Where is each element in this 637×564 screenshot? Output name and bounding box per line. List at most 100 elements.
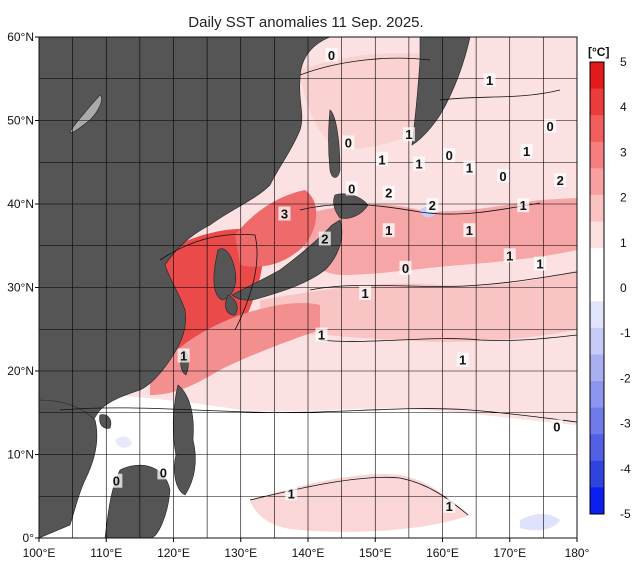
contour-label: 1 xyxy=(523,144,530,159)
contour-line xyxy=(319,334,577,342)
contour-label: 0 xyxy=(402,261,409,276)
lon-tick-label: 130°E xyxy=(224,546,257,560)
contour-label-bg xyxy=(456,352,469,367)
contour-label-bg xyxy=(463,223,476,238)
contour-label: 0 xyxy=(345,136,352,151)
contour-label-bg xyxy=(463,160,476,175)
colorbar-swatch xyxy=(590,115,604,143)
lon-tick-label: 170°E xyxy=(493,546,526,560)
contour-label-bg xyxy=(426,198,439,213)
contour-label: 2 xyxy=(429,198,436,213)
contour-label: 0 xyxy=(546,119,553,134)
contour-label: 0 xyxy=(160,465,167,480)
colorbar-swatch xyxy=(590,194,604,223)
colorbar-swatch xyxy=(590,301,604,329)
contour-label: 2 xyxy=(557,173,564,188)
lat-tick-label: 10°N xyxy=(7,448,34,462)
colorbar-swatch xyxy=(590,248,604,276)
contour-label: 1 xyxy=(288,486,295,501)
contour-label-bg xyxy=(382,185,395,200)
land-kyushu xyxy=(225,294,238,316)
contour-label: 1 xyxy=(362,286,369,301)
map-title: Daily SST anomalies 11 Sep. 2025. xyxy=(188,14,424,31)
contour-label: 1 xyxy=(466,161,473,176)
contour-label: 2 xyxy=(321,232,328,247)
contour-label: 0 xyxy=(113,474,120,489)
contour-label: 0 xyxy=(328,48,335,63)
lon-tick-label: 100°E xyxy=(23,546,56,560)
contour-label-bg xyxy=(517,198,530,213)
south-of-japan-warm xyxy=(150,303,320,395)
contour-label: 0 xyxy=(348,181,355,196)
contour-label: 1 xyxy=(466,223,473,238)
contour-label-bg xyxy=(375,152,388,167)
colorbar-swatch xyxy=(590,221,604,249)
colorbar-swatch xyxy=(590,434,604,462)
colorbar-swatch xyxy=(590,88,604,116)
contour-label: 1 xyxy=(415,156,422,171)
cool-anomaly-south-china-sea xyxy=(115,436,132,448)
contour-label-bg xyxy=(157,465,170,480)
colorbar-tick-label: 5 xyxy=(620,55,627,69)
contour-label-bg xyxy=(520,143,533,158)
lon-tick-label: 120°E xyxy=(157,546,190,560)
contour-label: 0 xyxy=(553,419,560,434)
colorbar-swatch xyxy=(590,381,604,409)
colorbar-swatch xyxy=(590,274,604,302)
contour-label-bg xyxy=(342,135,355,150)
colorbar-frame xyxy=(589,61,605,515)
land-sakhalin xyxy=(328,109,341,178)
colorbar-tick-label: 2 xyxy=(620,191,627,205)
colorbar: [°C] 5 4 3 2 1 0 -1 -2 -3 -4 -5 xyxy=(588,45,631,521)
contour-label-bg xyxy=(110,473,123,488)
lon-tick-label: 180° xyxy=(565,546,590,560)
colorbar-swatch xyxy=(590,407,604,435)
contour-label-bg xyxy=(285,486,298,501)
contour-label-bg xyxy=(345,181,358,196)
contour-label: 1 xyxy=(318,328,325,343)
contour-label-bg xyxy=(382,223,395,238)
contour-label-bg xyxy=(554,173,567,188)
colorbar-tick-label: 4 xyxy=(620,100,627,114)
contour-label-bg xyxy=(483,72,496,87)
contour-label: 1 xyxy=(506,248,513,263)
contour-label-bg xyxy=(318,231,331,246)
colorbar-tick-label: 3 xyxy=(620,145,627,159)
land xyxy=(39,37,471,538)
lat-tick-label: 30°N xyxy=(7,281,34,295)
land-honshu xyxy=(231,219,343,301)
contour-line xyxy=(299,202,541,215)
land-kamchatka xyxy=(411,37,471,146)
cool-anomaly-east-pacific xyxy=(520,514,560,531)
colorbar-unit: [°C] xyxy=(588,45,609,59)
contour-label: 1 xyxy=(378,152,385,167)
contour-label: 1 xyxy=(385,223,392,238)
contour-line xyxy=(439,89,561,101)
contour-line xyxy=(299,57,431,76)
colorbar-tick-label: 0 xyxy=(620,281,627,295)
lon-tick-label: 150°E xyxy=(359,546,392,560)
contour-line xyxy=(309,271,577,291)
contour-label-bg xyxy=(315,327,328,342)
contour-label: 1 xyxy=(520,198,527,213)
colorbar-tick-label: -4 xyxy=(620,462,631,476)
colorbar-swatch xyxy=(590,487,604,515)
colorbar-tick-label: -1 xyxy=(620,326,631,340)
contour-label-bg xyxy=(443,148,456,163)
land-indochina xyxy=(39,399,98,538)
land-baikal-lake xyxy=(69,94,102,133)
contour-label: 1 xyxy=(446,499,453,514)
contour-label-bg xyxy=(443,498,456,513)
contour-label-bg xyxy=(399,260,412,275)
colorbar-tick-label: 1 xyxy=(620,236,627,250)
axis-labels: 100°E 110°E 120°E 130°E 140°E 150°E 160°E 170°E… xyxy=(7,30,589,560)
contour-label: 1 xyxy=(405,127,412,142)
lon-tick-label: 160°E xyxy=(426,546,459,560)
lat-tick-label: 0° xyxy=(23,531,35,545)
contour-label: 0 xyxy=(446,148,453,163)
contour-label-bg xyxy=(278,206,291,221)
contour-label-bg xyxy=(503,248,516,263)
contour-label-bg xyxy=(177,348,190,363)
lon-tick-label: 110°E xyxy=(90,546,122,560)
